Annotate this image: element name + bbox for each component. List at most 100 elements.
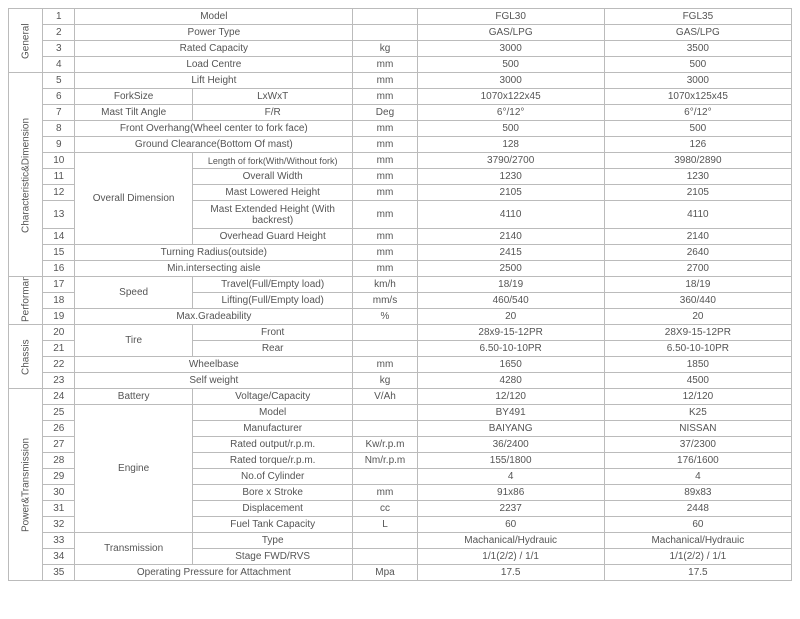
unit-cell: V/Ah [353,389,417,405]
unit-cell: mm [353,57,417,73]
unit-cell: mm [353,261,417,277]
row-sub: Model [192,405,352,421]
unit-cell: mm/s [353,293,417,309]
unit-cell: % [353,309,417,325]
row-label: Min.intersecting aisle [75,261,353,277]
table-row: 9Ground Clearance(Bottom Of mast)mm12812… [9,137,792,153]
row-label: Battery [75,389,193,405]
val-1: 60 [417,517,604,533]
row-sub: Fuel Tank Capacity [192,517,352,533]
val-1: 18/19 [417,277,604,293]
val-2: 4110 [604,201,791,229]
val-2: 20 [604,309,791,325]
row-num: 23 [43,373,75,389]
row-sub: Travel(Full/Empty load) [192,277,352,293]
unit-cell: mm [353,73,417,89]
section-power: Power&Transmission [9,389,43,581]
group-label: Overall Dimension [75,153,193,245]
row-num: 33 [43,533,75,549]
val-1: 6.50-10-10PR [417,341,604,357]
val-1: 1650 [417,357,604,373]
row-num: 26 [43,421,75,437]
val-1: 2500 [417,261,604,277]
val-1: 6°/12° [417,105,604,121]
val-1: 500 [417,57,604,73]
unit-cell: Kw/r.p.m [353,437,417,453]
val-2: 28X9-15-12PR [604,325,791,341]
val-1: 4 [417,469,604,485]
row-num: 34 [43,549,75,565]
row-num: 17 [43,277,75,293]
row-num: 31 [43,501,75,517]
val-2: 60 [604,517,791,533]
row-num: 22 [43,357,75,373]
row-label: Wheelbase [75,357,353,373]
row-num: 24 [43,389,75,405]
val-2: 17.5 [604,565,791,581]
val-2: 3500 [604,41,791,57]
row-num: 19 [43,309,75,325]
section-chassis: Chassis [9,325,43,389]
row-label: Operating Pressure for Attachment [75,565,353,581]
val-2: 2140 [604,229,791,245]
val-2: 37/2300 [604,437,791,453]
val-2: 1230 [604,169,791,185]
val-1: 3000 [417,41,604,57]
val-2: GAS/LPG [604,25,791,41]
val-2: 1850 [604,357,791,373]
val-1: 155/1800 [417,453,604,469]
row-num: 15 [43,245,75,261]
unit-cell [353,469,417,485]
row-sub: Lifting(Full/Empty load) [192,293,352,309]
val-2: 6.50-10-10PR [604,341,791,357]
unit-cell: mm [353,229,417,245]
val-1: 2105 [417,185,604,201]
val-1: BAIYANG [417,421,604,437]
unit-cell [353,533,417,549]
val-1: 36/2400 [417,437,604,453]
model-header: Model [75,9,353,25]
unit-cell: mm [353,357,417,373]
row-num: 25 [43,405,75,421]
row-sub: Stage FWD/RVS [192,549,352,565]
val-2: 12/120 [604,389,791,405]
row-num: 16 [43,261,75,277]
val-1: 2237 [417,501,604,517]
row-num: 30 [43,485,75,501]
unit-cell: L [353,517,417,533]
table-row: 10Overall DimensionLength of fork(With/W… [9,153,792,169]
table-row: 19Max.Gradeability%2020 [9,309,792,325]
group-label: Engine [75,405,193,533]
row-num: 14 [43,229,75,245]
val-2: 2448 [604,501,791,517]
row-num: 29 [43,469,75,485]
unit-cell: mm [353,89,417,105]
table-row: Power&Transmission 24BatteryVoltage/Capa… [9,389,792,405]
val-1: 3000 [417,73,604,89]
row-num: 3 [43,41,75,57]
table-row: Performance 17SpeedTravel(Full/Empty loa… [9,277,792,293]
row-num: 9 [43,137,75,153]
row-sub: Mast Lowered Height [192,185,352,201]
row-label: ForkSize [75,89,193,105]
val-1: 4280 [417,373,604,389]
row-sub: Displacement [192,501,352,517]
val-1: 3790/2700 [417,153,604,169]
row-num: 21 [43,341,75,357]
unit-cell: kg [353,373,417,389]
group-label: Speed [75,277,193,309]
table-row: 33TransmissionTypeMachanical/HydrauicMac… [9,533,792,549]
val-2: 500 [604,121,791,137]
table-row: 15Turning Radius(outside)mm24152640 [9,245,792,261]
val-2: 1070x125x45 [604,89,791,105]
table-row: 22Wheelbasemm16501850 [9,357,792,373]
row-num: 11 [43,169,75,185]
row-sub: Type [192,533,352,549]
val-2: NISSAN [604,421,791,437]
val-2: 18/19 [604,277,791,293]
table-row: 4Load Centremm500500 [9,57,792,73]
row-label: Turning Radius(outside) [75,245,353,261]
row-label: Self weight [75,373,353,389]
row-num: 1 [43,9,75,25]
val-2: 2700 [604,261,791,277]
